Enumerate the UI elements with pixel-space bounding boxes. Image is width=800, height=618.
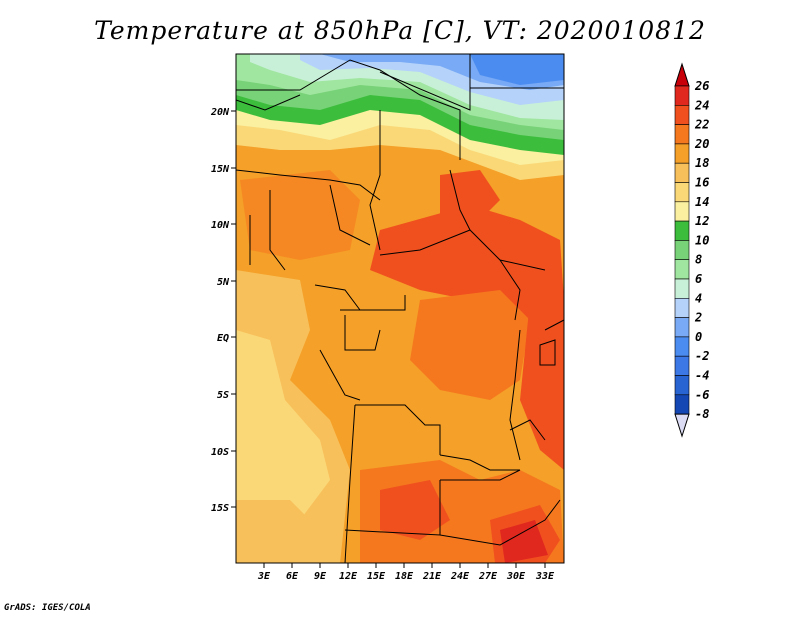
lat-label-5n: 5N bbox=[217, 277, 230, 288]
colorbar-label: 26 bbox=[694, 79, 709, 93]
lat-label-5s: 5S bbox=[217, 390, 229, 401]
colorbar-swatch bbox=[674, 220, 690, 241]
colorbar-label: 22 bbox=[694, 118, 709, 132]
lon-label-33e: 33E bbox=[535, 571, 555, 582]
map-frame bbox=[235, 53, 565, 564]
colorbar-swatch bbox=[674, 240, 690, 260]
lat-label-10s: 10S bbox=[211, 447, 229, 458]
colorbar-label: 0 bbox=[695, 330, 702, 344]
lon-label-9e: 9E bbox=[314, 571, 327, 582]
colorbar-label: 6 bbox=[695, 272, 702, 286]
map-title: Temperature at 850hPa [C], VT: 202001081… bbox=[94, 16, 706, 45]
colorbar-label: 16 bbox=[695, 176, 709, 190]
colorbar-swatch bbox=[674, 162, 690, 183]
colorbar-label: -4 bbox=[695, 369, 709, 383]
lon-label-6e: 6E bbox=[286, 571, 299, 582]
colorbar-swatch bbox=[674, 143, 690, 164]
lat-label-10n: 10N bbox=[211, 220, 230, 231]
grads-credit: GrADS: IGES/COLA bbox=[4, 603, 91, 613]
colorbar-label: -6 bbox=[695, 388, 709, 402]
lat-label-20n: 20N bbox=[210, 107, 230, 118]
colorbar-label: 12 bbox=[695, 214, 709, 228]
colorbar-swatch bbox=[674, 278, 690, 299]
country-borders bbox=[236, 54, 564, 563]
colorbar-swatch bbox=[674, 105, 690, 125]
lon-label-27e: 27E bbox=[478, 571, 498, 582]
colorbar-swatch bbox=[674, 375, 690, 396]
lon-label-30e: 30E bbox=[506, 571, 526, 582]
colorbar-label: -2 bbox=[695, 349, 709, 363]
colorbar-label: 4 bbox=[695, 291, 702, 305]
colorbar-label: 24 bbox=[694, 98, 709, 112]
colorbar-label: 8 bbox=[695, 253, 702, 267]
colorbar-swatch bbox=[674, 317, 690, 338]
lon-label-15e: 15E bbox=[367, 571, 386, 582]
colorbar-swatch bbox=[674, 124, 690, 145]
colorbar-under-triangle bbox=[674, 413, 690, 438]
colorbar-swatch bbox=[674, 297, 690, 318]
lat-label-15n: 15N bbox=[211, 164, 230, 175]
latitude-axis: 20N 15N 10N 5N EQ 5S 10S 15S bbox=[210, 107, 236, 514]
colorbar-label: 14 bbox=[695, 195, 709, 209]
colorbar-swatch bbox=[674, 201, 690, 222]
lat-label-15s: 15S bbox=[211, 503, 229, 514]
lon-label-18e: 18E bbox=[395, 571, 414, 582]
temperature-field bbox=[236, 54, 564, 563]
colorbar-label: 10 bbox=[695, 233, 709, 247]
colorbar-over-triangle bbox=[674, 62, 690, 87]
colorbar-swatch bbox=[674, 85, 690, 106]
longitude-axis: 3E 6E 9E 12E 15E 18E 21E 24E 27E 30E 33E bbox=[257, 563, 555, 582]
lon-label-24e: 24E bbox=[450, 571, 470, 582]
colorbar-swatch bbox=[674, 336, 690, 357]
colorbar-label: 18 bbox=[695, 156, 709, 170]
colorbar-swatch bbox=[674, 394, 690, 415]
colorbar-swatch bbox=[674, 355, 690, 376]
colorbar-swatch bbox=[674, 259, 690, 280]
lon-label-21e: 21E bbox=[422, 571, 442, 582]
lat-label-eq: EQ bbox=[217, 333, 229, 344]
colorbar-label: -8 bbox=[695, 407, 709, 421]
colorbar-label: 2 bbox=[694, 311, 702, 325]
colorbar-label: 20 bbox=[694, 137, 709, 151]
lon-label-12e: 12E bbox=[339, 571, 358, 582]
lon-label-3e: 3E bbox=[257, 571, 271, 582]
colorbar-swatch bbox=[674, 182, 690, 203]
